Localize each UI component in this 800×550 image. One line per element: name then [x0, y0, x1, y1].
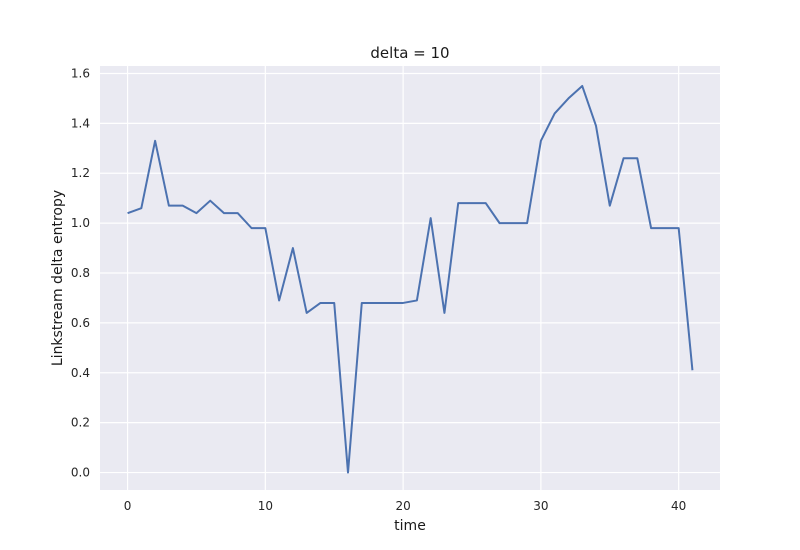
x-tick-label: 20 [395, 499, 410, 513]
tick-labels: 0 10 20 30 40 0.0 0.2 0.4 0.6 0.8 1.0 1.2 1.4 1.6 [71, 66, 686, 513]
grid [100, 66, 720, 490]
y-tick-label: 1.6 [71, 66, 90, 80]
x-tick-label: 30 [533, 499, 548, 513]
x-tick-label: 40 [671, 499, 686, 513]
y-tick-label: 0.8 [71, 266, 90, 280]
x-tick-label: 10 [258, 499, 273, 513]
plot-area [100, 66, 720, 490]
y-tick-label: 1.0 [71, 216, 90, 230]
y-tick-label: 0.0 [71, 466, 90, 480]
y-tick-label: 0.2 [71, 416, 90, 430]
chart-title: delta = 10 [370, 44, 449, 62]
y-tick-label: 0.4 [71, 366, 90, 380]
series-line [127, 84, 694, 474]
y-axis-label: Linkstream delta entropy [50, 190, 66, 366]
series-layer [127, 84, 694, 474]
y-tick-label: 1.2 [71, 166, 90, 180]
y-tick-label: 0.6 [71, 316, 90, 330]
y-tick-label: 1.4 [71, 116, 90, 130]
x-tick-label: 0 [124, 499, 132, 513]
x-axis-label: time [394, 518, 426, 534]
